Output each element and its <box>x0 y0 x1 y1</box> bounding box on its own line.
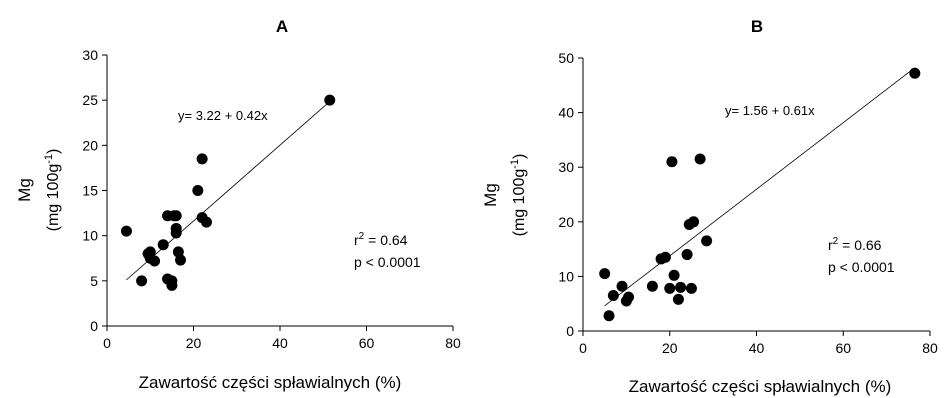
x-tick-label: 20 <box>662 340 678 356</box>
panel-a-r2-pre: r <box>354 232 359 248</box>
panel-a-regression-line <box>126 101 331 281</box>
data-point <box>694 153 706 165</box>
x-tick-label: 0 <box>579 340 587 356</box>
panel-b-equation: y= 1.56 + 0.61x <box>725 103 815 118</box>
data-point <box>136 275 148 287</box>
panel-a-r2-post: = 0.64 <box>364 232 407 248</box>
panel-b-y-label-main: Mg <box>481 183 500 207</box>
x-tick-label: 40 <box>272 335 288 351</box>
y-tick-label: 40 <box>558 105 574 121</box>
panel-a-axes <box>106 55 453 327</box>
panel-b-regression-line <box>604 67 916 307</box>
data-point <box>166 279 178 291</box>
data-point <box>200 216 212 228</box>
data-point <box>664 282 676 294</box>
data-point <box>616 280 628 292</box>
panel-a-ticks: 0 20 40 60 80 0 5 10 15 20 25 30 <box>82 47 461 351</box>
panel-b-r2: r2 = 0.66 <box>828 236 882 253</box>
y-tick-label: 10 <box>558 268 574 284</box>
data-point <box>675 281 687 293</box>
y-tick-label: 50 <box>558 50 574 66</box>
panel-b-x-label: Zawartość części spławialnych (%) <box>629 377 892 396</box>
x-tick-label: 80 <box>445 335 461 351</box>
data-point <box>324 94 336 106</box>
panel-b-r2-pre: r <box>828 237 833 253</box>
data-point <box>701 235 713 247</box>
data-point <box>659 251 671 263</box>
panel-a-points <box>120 94 336 291</box>
y-tick-label: 30 <box>82 47 98 63</box>
data-point <box>666 156 678 168</box>
panel-b-points <box>599 67 921 322</box>
data-point <box>149 255 161 267</box>
panel-b-r2-sup: 2 <box>833 236 839 247</box>
y-tick-label: 15 <box>82 183 98 199</box>
data-point <box>603 310 615 322</box>
y-tick-label: 10 <box>82 228 98 244</box>
data-point <box>170 210 182 222</box>
data-point <box>607 290 619 302</box>
data-point <box>909 67 921 79</box>
panel-a-label: A <box>276 17 288 36</box>
y-tick-label: 5 <box>90 273 98 289</box>
panel-a-equation: y= 3.22 + 0.42x <box>178 108 268 123</box>
x-tick-label: 20 <box>186 335 202 351</box>
y-tick-label: 0 <box>90 318 98 334</box>
data-point <box>668 269 680 281</box>
panel-b: B 0 20 40 60 80 0 10 20 30 40 50 y= 1.56 + 0.61x r… <box>481 17 938 396</box>
panel-b-p-value: p < 0.0001 <box>828 259 895 275</box>
panel-a-p-value: p < 0.0001 <box>354 254 421 270</box>
data-point <box>688 216 700 228</box>
panel-b-label: B <box>751 17 763 36</box>
data-point <box>196 153 208 165</box>
panel-b-y-label-unit: (mg 100g-1) <box>509 154 528 237</box>
x-tick-label: 60 <box>359 335 375 351</box>
y-tick-label: 30 <box>558 159 574 175</box>
data-point <box>175 254 187 266</box>
panel-b-r2-post: = 0.66 <box>838 237 881 253</box>
y-tick-label: 20 <box>558 214 574 230</box>
panel-a-y-label-main: Mg <box>15 178 34 202</box>
data-point <box>685 282 697 294</box>
x-tick-label: 40 <box>749 340 765 356</box>
y-tick-label: 20 <box>82 137 98 153</box>
y-tick-label: 25 <box>82 92 98 108</box>
data-point <box>672 293 684 305</box>
panel-a-x-label: Zawartość części spławialnych (%) <box>139 373 402 392</box>
data-point <box>681 249 693 261</box>
panel-a-r2: r2 = 0.64 <box>354 231 408 248</box>
data-point <box>623 291 635 303</box>
data-point <box>599 268 611 280</box>
data-point <box>192 185 204 196</box>
y-tick-label: 0 <box>566 323 574 339</box>
data-point <box>120 225 132 237</box>
panel-a-r2-sup: 2 <box>359 231 365 242</box>
data-point <box>170 222 182 234</box>
data-point <box>157 239 169 251</box>
x-tick-label: 80 <box>922 340 938 356</box>
data-point <box>144 246 156 258</box>
panel-a-y-label-unit: (mg 100g-1) <box>43 149 62 232</box>
panel-b-axes <box>582 58 930 332</box>
data-point <box>646 280 658 292</box>
x-tick-label: 60 <box>835 340 851 356</box>
panel-b-ticks: 0 20 40 60 80 0 10 20 30 40 50 <box>558 50 938 356</box>
x-tick-label: 0 <box>103 335 111 351</box>
